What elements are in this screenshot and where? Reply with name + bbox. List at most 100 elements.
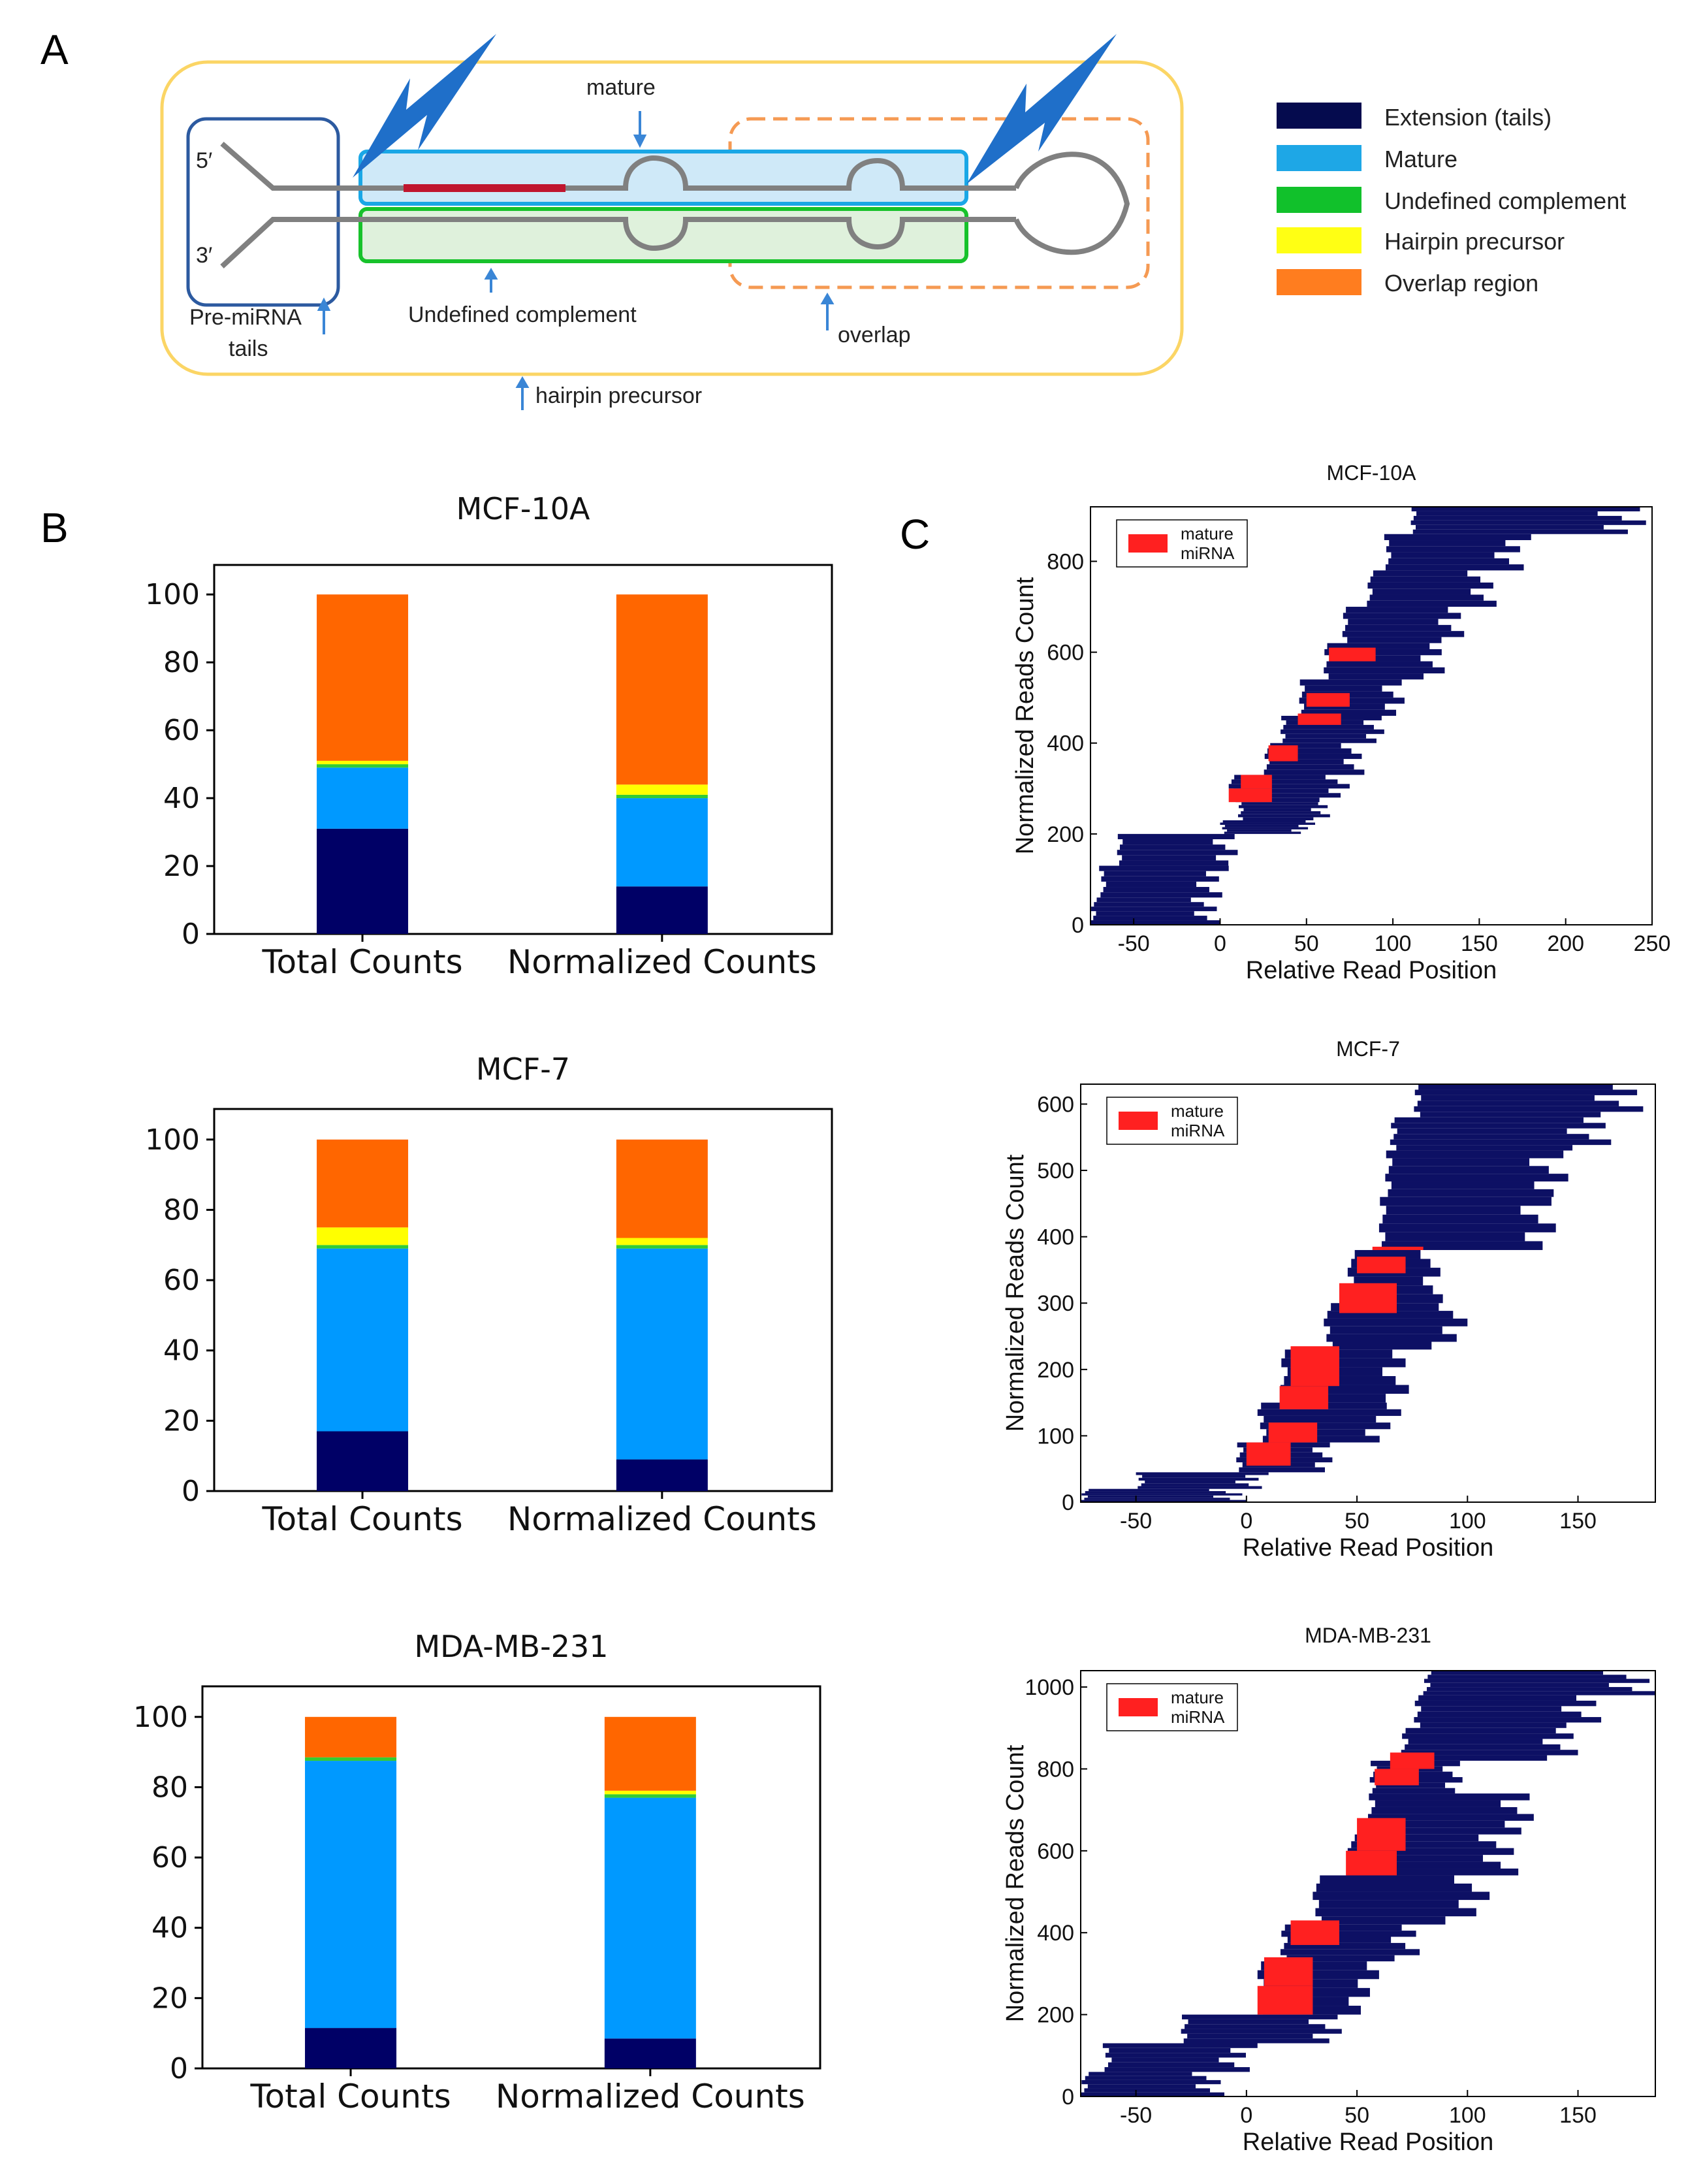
bar-segment xyxy=(616,798,708,887)
x-tick-label: -50 xyxy=(1118,931,1150,956)
bar-segment xyxy=(604,1794,696,1798)
chart-title: MCF-10A xyxy=(456,491,590,526)
read-block xyxy=(1420,1112,1601,1117)
read-block xyxy=(1371,1827,1521,1835)
read-block xyxy=(1326,661,1433,667)
read-block xyxy=(1280,1949,1420,1955)
read-block xyxy=(1239,805,1328,809)
legend-swatch xyxy=(1119,1698,1158,1716)
read-block xyxy=(1090,920,1220,925)
mature-mirna-block xyxy=(1257,1985,1313,2015)
read-block xyxy=(1222,820,1306,823)
read-block xyxy=(1318,1900,1459,1908)
x-tick-label: 150 xyxy=(1559,1509,1597,1534)
read-block xyxy=(1183,2038,1329,2044)
x-tick-label: Normalized Counts xyxy=(507,943,817,981)
overlap-box xyxy=(728,117,1150,289)
hairpin-loop xyxy=(1013,152,1130,255)
read-block xyxy=(1243,808,1311,812)
read-block xyxy=(1220,822,1315,825)
y-tick-label: 20 xyxy=(163,1404,200,1437)
read-block xyxy=(1378,1223,1556,1232)
mature-mirna-block xyxy=(1306,693,1350,707)
read-block xyxy=(1282,738,1377,743)
y-tick-label: 100 xyxy=(1037,1424,1074,1449)
bar-segment xyxy=(317,1248,409,1432)
y-tick-label: 60 xyxy=(151,1841,188,1874)
bar-segment xyxy=(604,2038,696,2068)
y-tick-label: 0 xyxy=(182,1475,200,1508)
read-block xyxy=(1138,1477,1259,1481)
legend-label: miRNA xyxy=(1171,1121,1225,1140)
read-block xyxy=(1391,552,1495,558)
read-block xyxy=(1346,1869,1519,1876)
read-block xyxy=(1421,1706,1562,1712)
bar-segment xyxy=(616,1245,708,1249)
bar-segment xyxy=(604,1797,696,2039)
read-block xyxy=(1373,570,1468,577)
y-tick-label: 600 xyxy=(1047,641,1084,666)
legend-item: Mature xyxy=(1277,145,1457,172)
read-block xyxy=(1111,2057,1219,2063)
bar-segment xyxy=(616,1238,708,1245)
mature-mirna-block xyxy=(1264,1957,1313,1986)
read-block xyxy=(1405,1727,1556,1734)
mature-mirna-block xyxy=(1290,1920,1339,1946)
read-block xyxy=(1430,1682,1609,1688)
read-block xyxy=(1182,2014,1338,2019)
read-block xyxy=(1141,1483,1249,1486)
y-tick-label: 1000 xyxy=(1025,1675,1074,1700)
read-block xyxy=(1142,1475,1246,1478)
read-block xyxy=(1372,1788,1456,1794)
tails-label-line1: Pre-miRNA xyxy=(189,305,302,330)
mature-label: mature xyxy=(586,75,656,100)
y-tick-label: 80 xyxy=(163,1193,200,1227)
read-block xyxy=(1332,1341,1432,1350)
read-block xyxy=(1327,643,1430,649)
read-block xyxy=(1367,600,1497,607)
read-block xyxy=(1369,594,1484,601)
y-tick-label: 80 xyxy=(151,1771,188,1804)
read-block xyxy=(1264,1415,1377,1423)
read-block xyxy=(1407,1755,1548,1761)
read-block xyxy=(1096,911,1194,916)
y-tick-label: 60 xyxy=(163,1264,200,1297)
read-block xyxy=(1119,860,1229,866)
read-block xyxy=(1427,1675,1627,1679)
read-block xyxy=(1262,1436,1380,1443)
y-axis-label: Normalized Reads Count xyxy=(1011,577,1039,854)
read-block xyxy=(1411,507,1640,511)
read-block xyxy=(1081,2080,1221,2085)
read-block xyxy=(1368,1814,1534,1821)
hairpin-precursor-label: hairpin precursor xyxy=(535,383,702,408)
read-block xyxy=(1094,902,1204,907)
chart-title: MCF-7 xyxy=(476,1052,570,1087)
bar-segment xyxy=(317,1245,409,1249)
bar-segment xyxy=(616,1459,708,1491)
read-block xyxy=(1084,1498,1230,1500)
mature-mirna-block xyxy=(1279,1386,1329,1409)
bar-segment xyxy=(317,594,409,761)
read-block xyxy=(1423,1691,1655,1695)
bar-segment xyxy=(317,1227,409,1245)
bar-segment xyxy=(305,1716,397,1758)
read-block xyxy=(1390,1139,1612,1146)
mature-mirna-block xyxy=(1246,1442,1291,1466)
y-tick-label: 300 xyxy=(1037,1291,1074,1316)
read-block xyxy=(1413,515,1622,521)
read-block xyxy=(1385,564,1524,571)
read-block xyxy=(1418,1695,1576,1701)
read-block xyxy=(1281,1931,1416,1937)
read-block xyxy=(1416,511,1598,516)
bar-segment xyxy=(317,767,409,829)
legend-label: mature xyxy=(1171,1101,1224,1121)
read-block xyxy=(1327,1311,1454,1319)
bar-segment xyxy=(604,1790,696,1795)
plot-frame xyxy=(201,1685,821,2070)
read-block xyxy=(1081,1500,1247,1502)
read-block xyxy=(1089,1488,1209,1492)
read-block xyxy=(1122,839,1213,845)
y-tick-label: 40 xyxy=(151,1912,188,1945)
bar-segment xyxy=(305,1757,397,1761)
mature-mirna-block xyxy=(1390,1752,1435,1769)
